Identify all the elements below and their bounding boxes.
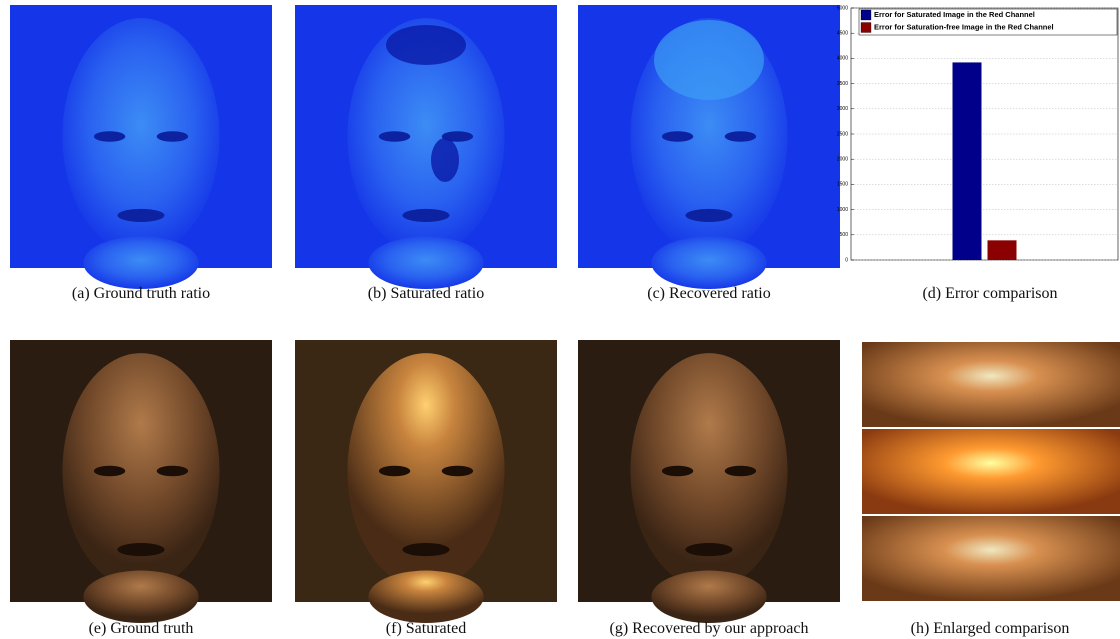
dark-patch [431, 138, 459, 182]
eye [725, 131, 756, 142]
caption: (e) Ground truth [89, 620, 194, 637]
caption: (f) Saturated [386, 620, 466, 637]
bar-chart: 0 500 1000 1500 2000 2500 3000 3500 4000 4500 5000… [837, 5, 1118, 263]
legend-swatch [861, 23, 871, 33]
neck [651, 236, 766, 289]
legend-swatch [861, 10, 871, 20]
neck [368, 571, 483, 623]
smooth-patch [654, 20, 764, 100]
mouth [117, 543, 164, 556]
eye [662, 131, 693, 142]
caption: (h) Enlarged comparison [911, 620, 1070, 637]
y-tick-label: 3000 [837, 106, 848, 112]
y-tick-label: 4500 [837, 31, 848, 37]
neck [83, 571, 198, 623]
y-tick-label: 0 [845, 257, 848, 263]
caption: (b) Saturated ratio [368, 285, 484, 302]
y-tick-label: 4000 [837, 56, 848, 62]
eye [725, 466, 756, 476]
neck [83, 236, 198, 289]
eye [94, 466, 125, 476]
eye [94, 131, 125, 142]
enlarged-crop [862, 429, 1120, 514]
eye [379, 466, 410, 476]
y-tick-label: 2500 [837, 131, 848, 137]
y-tick-label: 1000 [837, 207, 848, 213]
bar [988, 240, 1017, 260]
neck [651, 571, 766, 623]
eye [157, 466, 188, 476]
y-tick-label: 1500 [837, 182, 848, 188]
eye [157, 131, 188, 142]
caption: (d) Error comparison [922, 285, 1057, 302]
y-tick-label: 5000 [837, 5, 848, 11]
eye [442, 466, 473, 476]
dark-patch [386, 25, 466, 65]
enlarged-crop [862, 516, 1120, 601]
bar [953, 62, 982, 260]
mouth [685, 209, 732, 222]
legend-label: Error for Saturated Image in the Red Cha… [874, 10, 1035, 19]
mouth [685, 543, 732, 556]
enlarged-crop [862, 342, 1120, 427]
y-tick-label: 3500 [837, 81, 848, 87]
caption: (c) Recovered ratio [647, 285, 770, 302]
eye [379, 131, 410, 142]
mouth [117, 209, 164, 222]
caption: (a) Ground truth ratio [72, 285, 210, 302]
y-tick-label: 500 [840, 232, 849, 238]
y-tick-label: 2000 [837, 157, 848, 163]
legend-label: Error for Saturation-free Image in the R… [874, 22, 1054, 31]
caption: (g) Recovered by our approach [609, 620, 808, 637]
neck [368, 236, 483, 289]
figure: 0 500 1000 1500 2000 2500 3000 3500 4000 4500 5000… [0, 0, 1120, 639]
mouth [402, 209, 449, 222]
eye [662, 466, 693, 476]
mouth [402, 543, 449, 556]
